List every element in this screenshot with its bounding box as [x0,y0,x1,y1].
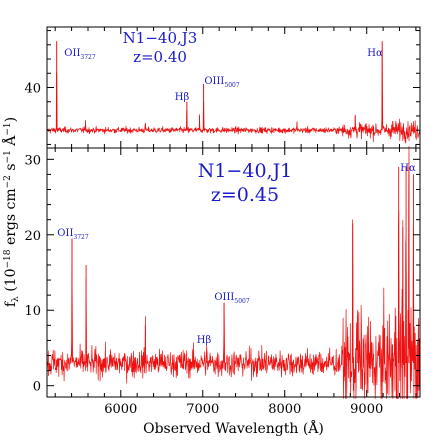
y-title-A: Å [1,135,19,150]
bottom-line-label-3: Hα [400,163,416,174]
y-title-lambda: λ [11,296,21,302]
top-ytick-label-0: 40 [24,82,41,97]
bottom-line-labels: OII3727 Hβ OIII5007 Hα [57,163,416,346]
x-tick-labels: 6000 7000 8000 9000 [104,402,383,417]
top-spectrum [46,41,421,144]
bottom-line-label-0: OII3727 [57,228,89,241]
y-title-f: f [3,300,19,307]
top-line-label-2: OIII5007 [204,76,240,89]
y-title-e1b: −1 [3,122,13,135]
bottom-panel-redshift: z=0.45 [211,184,279,206]
x-tick-label-2: 8000 [268,402,301,417]
bottom-ticks: 0 10 20 30 [24,148,420,397]
bottom-ytick-label-2: 20 [24,229,41,244]
y-title-s: s [3,163,19,175]
top-spectrum-line [46,50,421,144]
bottom-line-label-1: Hβ [197,335,212,346]
bottom-line-label-2: OIII5007 [214,292,250,305]
top-panel: 40 N1−40,J3 z=0.40 OII3727 Hβ OIII5007 Hα [24,26,421,149]
bottom-panel-title: N1−40,J1 [198,160,293,182]
top-line-label-1: Hβ [175,92,190,103]
y-title-rest: (10 [3,269,19,297]
x-tick-label-0: 6000 [104,402,137,417]
bottom-panel-frame [46,147,421,398]
bottom-ytick-label-1: 10 [24,304,41,319]
bottom-ytick-label-3: 30 [24,153,41,168]
x-tick-label-1: 7000 [186,402,219,417]
bottom-ytick-label-0: 0 [33,380,41,395]
x-axis-title: Observed Wavelength (Å) [143,419,324,437]
top-line-label-3: Hα [367,48,383,59]
y-title-exp: −18 [3,249,13,268]
y-axis-title: fλ (10−18 ergs cm−2 s−1 Å−1) [1,117,21,307]
bottom-spectrum [46,146,421,399]
y-title-mid: ergs cm [3,188,19,249]
top-line-label-0: OII3727 [64,48,96,61]
top-panel-redshift: z=0.40 [133,48,187,66]
top-ticks: 40 [24,27,420,148]
y-title-e1: −1 [3,150,13,163]
bottom-panel: 0 10 20 30 N1−40,J1 z=0.45 OII3727 Hβ OIII500… [24,146,421,399]
x-tick-label-3: 9000 [350,402,383,417]
y-title-close: ) [3,117,19,122]
top-panel-title: N1−40,J3 [123,29,198,47]
top-line-labels: OII3727 Hβ OIII5007 Hα [64,48,383,103]
y-title-e2: −2 [3,175,13,188]
